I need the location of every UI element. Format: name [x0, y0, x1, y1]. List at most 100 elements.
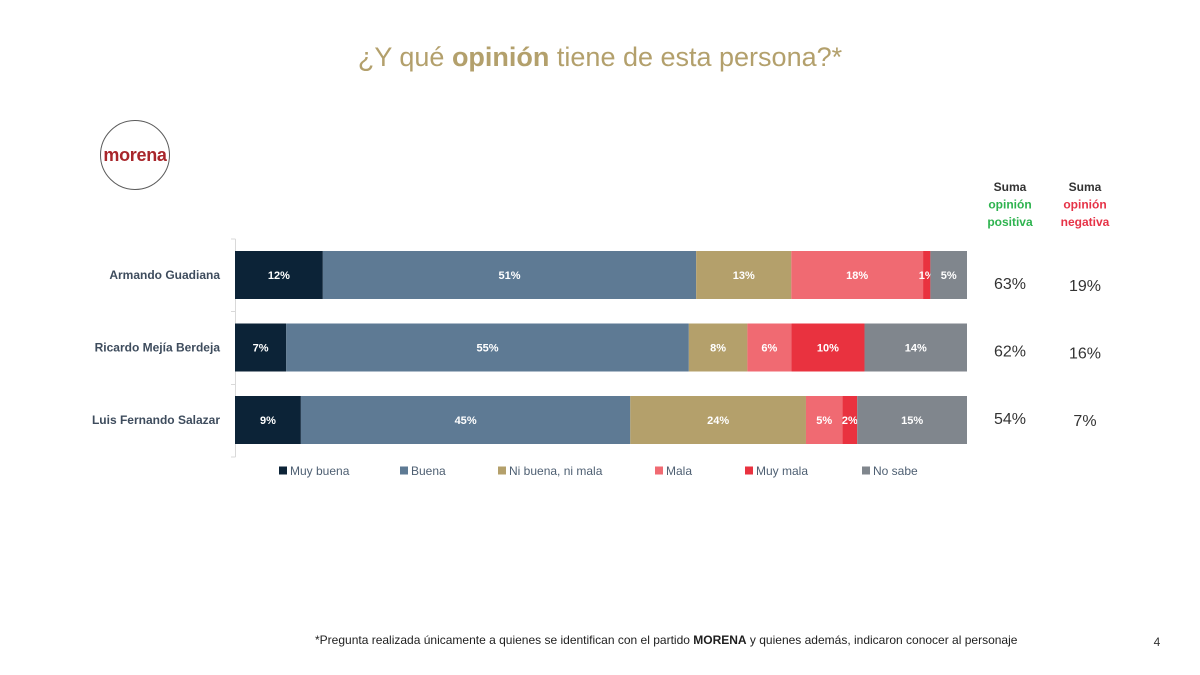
legend-label: Buena: [411, 464, 446, 478]
value-number: 62: [994, 344, 1012, 361]
sum-positive-header: Suma opinión positiva: [987, 180, 1033, 229]
bar-segment-no-sabe: [857, 396, 967, 444]
bar-value-label: 15%: [901, 415, 923, 427]
bar-segment-muy-buena: [235, 396, 301, 444]
percent-sign: %: [768, 343, 778, 355]
value-number: 55: [477, 343, 489, 355]
bar-value-label: 5%: [941, 270, 957, 282]
title-text-end: tiene de esta persona?*: [549, 42, 843, 72]
morena-logo: morena: [100, 120, 170, 190]
bar-value-label: 5%: [816, 415, 832, 427]
legend-swatch: [498, 466, 506, 475]
percent-sign: %: [716, 343, 726, 355]
header-line: Suma: [1069, 180, 1102, 194]
percent-sign: %: [947, 270, 957, 282]
legend-swatch: [655, 466, 663, 475]
bar-segment-mala: [747, 323, 792, 372]
bar-value-label: 6%: [761, 343, 777, 355]
value-number: 7: [253, 343, 259, 355]
bar-segment-muy-mala: [923, 251, 931, 299]
bar-segment-buena: [300, 396, 631, 444]
footnote-text-start: *Pregunta realizada únicamente a quienes…: [315, 633, 694, 647]
value-number: 24: [707, 415, 720, 427]
sum-positive-value: 54%: [994, 411, 1026, 428]
value-number: 9: [260, 415, 266, 427]
percent-sign: %: [913, 415, 923, 427]
value-number: 15: [901, 415, 913, 427]
header-line: positiva: [987, 215, 1033, 229]
legend-swatch: [862, 466, 870, 475]
category-label: Armando Guadiana: [109, 268, 220, 282]
header-line: opinión: [988, 198, 1031, 212]
percent-sign: %: [1012, 276, 1026, 293]
category-label: Ricardo Mejía Berdeja: [95, 341, 221, 355]
sum-positive-value: 63%: [994, 276, 1026, 293]
bar-segment-no-sabe: [864, 323, 967, 372]
legend-label: Ni buena, ni mala: [509, 464, 603, 478]
bar-value-label: 55%: [477, 343, 499, 355]
bar-value-label: 10%: [817, 343, 839, 355]
logo-wordmark: morena: [103, 144, 167, 165]
value-number: 10: [817, 343, 829, 355]
legend-item-no-sabe: No sabe: [862, 464, 918, 478]
percent-sign: %: [719, 415, 729, 427]
bar-value-label: 18%: [846, 270, 868, 282]
bar-segment-ni-buena-ni-mala: [630, 396, 806, 444]
bar-value-label: 45%: [455, 415, 477, 427]
percent-sign: %: [1012, 344, 1026, 361]
legend-label: No sabe: [873, 464, 918, 478]
value-number: 6: [761, 343, 767, 355]
bar-segment-mala: [791, 251, 924, 299]
footnote-text-end: y quienes además, indicaron conocer al p…: [746, 633, 1018, 647]
percent-sign: %: [467, 415, 477, 427]
percent-sign: %: [848, 415, 858, 427]
value-number: 13: [733, 270, 745, 282]
title-emphasis: opinión: [451, 42, 550, 72]
value-number: 1: [919, 270, 925, 282]
bar-row-luis-fernando-salazar: Luis Fernando Salazar 9% 45% 24% 5% 2% 15%: [92, 396, 967, 444]
sum-negative-value: 16%: [1069, 346, 1101, 363]
value-number: 2: [842, 415, 848, 427]
value-number: 54: [994, 411, 1012, 428]
value-number: 18: [846, 270, 858, 282]
bar-segment-muy-mala: [791, 323, 865, 372]
bar-segment-no-sabe: [930, 251, 967, 299]
sum-negative-value: 19%: [1069, 278, 1101, 295]
category-label: Luis Fernando Salazar: [92, 413, 220, 427]
bar-value-label: 8%: [710, 343, 726, 355]
legend-swatch: [400, 466, 408, 475]
value-number: 45: [455, 415, 467, 427]
bar-value-label: 13%: [733, 270, 755, 282]
bar-value-label: 14%: [905, 343, 927, 355]
bar-row-ricardo-mejia-berdeja: Ricardo Mejía Berdeja 7% 55% 8% 6% 10% 14%: [95, 323, 967, 372]
value-number: 51: [498, 270, 510, 282]
bar-value-label: 1%: [919, 270, 935, 282]
bar-value-label: 12%: [268, 270, 290, 282]
legend-swatch: [279, 466, 287, 475]
bar-segment-ni-buena-ni-mala: [696, 251, 792, 299]
slide-title: ¿Y qué opinión tiene de esta persona?*: [0, 40, 1200, 74]
value-number: 16: [1069, 346, 1087, 363]
bar-row-armando-guadiana: Armando Guadiana 12% 51% 13% 18% 1% 5%: [109, 251, 967, 299]
bar-segment-muy-mala: [842, 396, 858, 444]
percent-sign: %: [1087, 278, 1101, 295]
sum-negative-header: Suma opinión negativa: [1061, 180, 1110, 229]
percent-sign: %: [259, 343, 269, 355]
legend-item-muy-buena: Muy buena: [279, 464, 350, 478]
percent-sign: %: [925, 270, 935, 282]
percent-sign: %: [511, 270, 521, 282]
header-line: negativa: [1061, 215, 1110, 229]
value-number: 14: [905, 343, 918, 355]
bar-value-label: 51%: [498, 270, 520, 282]
percent-sign: %: [917, 343, 927, 355]
percent-sign: %: [829, 343, 839, 355]
footnote-party-name: MORENA: [693, 633, 747, 647]
percent-sign: %: [822, 415, 832, 427]
footnote: *Pregunta realizada únicamente a quienes…: [315, 632, 1017, 648]
legend: Muy buena Buena Ni buena, ni mala Mala Muy m…: [279, 464, 918, 478]
percent-sign: %: [745, 270, 755, 282]
value-number: 12: [268, 270, 280, 282]
